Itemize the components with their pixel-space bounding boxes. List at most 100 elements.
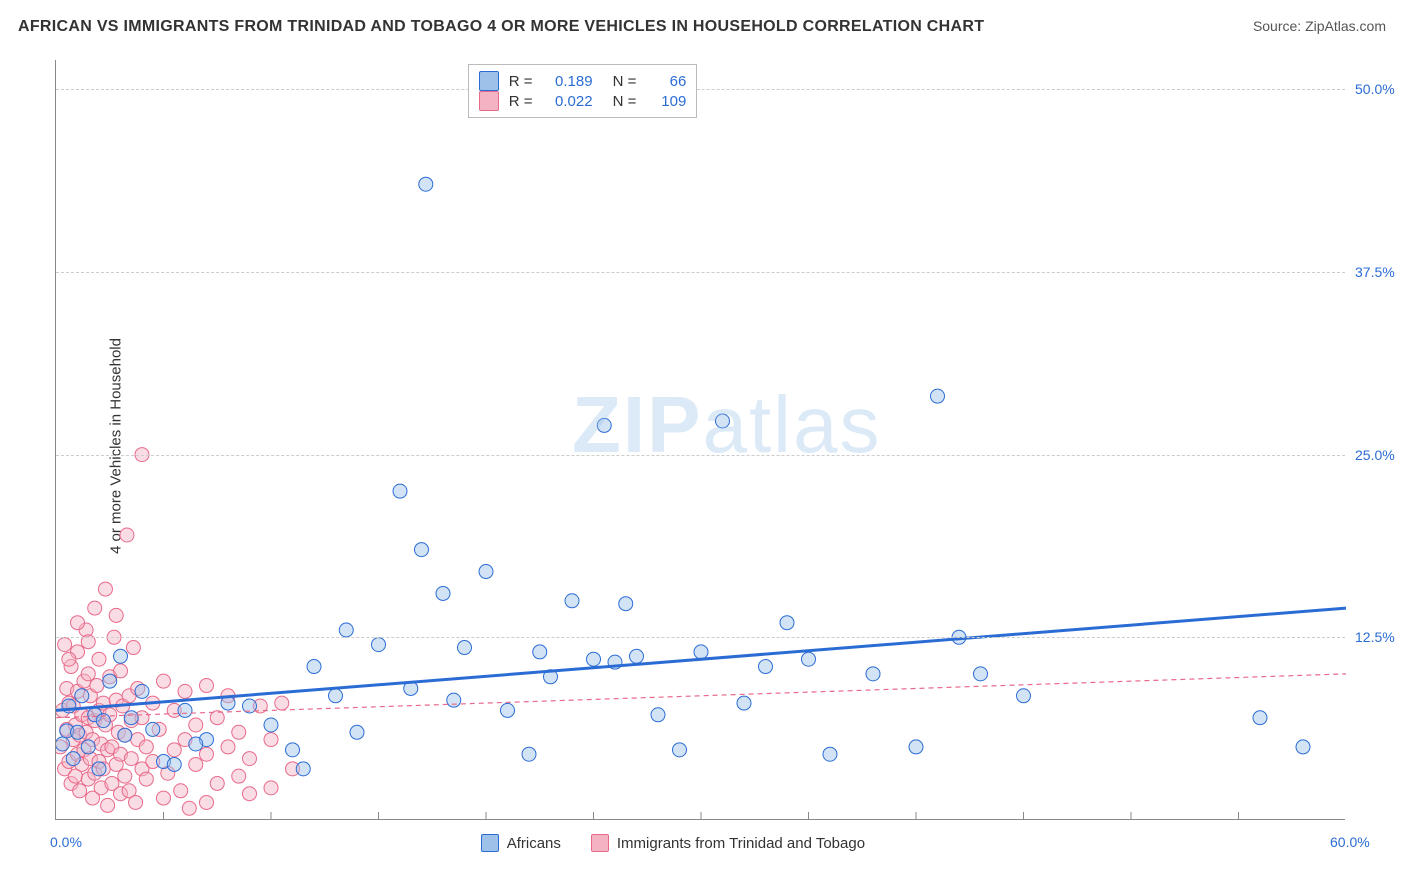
data-point (419, 177, 433, 191)
data-point (139, 740, 153, 754)
data-point (60, 722, 74, 736)
correlation-chart: AFRICAN VS IMMIGRANTS FROM TRINIDAD AND … (0, 0, 1406, 892)
data-point (75, 757, 89, 771)
data-point (120, 528, 134, 542)
data-point (96, 714, 110, 728)
data-point (81, 740, 95, 754)
data-point (88, 708, 102, 722)
data-point (221, 689, 235, 703)
data-point (415, 543, 429, 557)
data-point (458, 641, 472, 655)
y-tick-label: 12.5% (1355, 629, 1395, 645)
data-point (673, 743, 687, 757)
data-point (533, 645, 547, 659)
data-point (630, 649, 644, 663)
data-point (232, 769, 246, 783)
data-point (931, 389, 945, 403)
data-point (88, 601, 102, 615)
data-point (243, 699, 257, 713)
legend-item: Immigrants from Trinidad and Tobago (591, 834, 865, 852)
data-point (101, 743, 115, 757)
data-point (77, 743, 91, 757)
legend-label: Immigrants from Trinidad and Tobago (617, 835, 865, 852)
data-point (157, 791, 171, 805)
data-point (694, 645, 708, 659)
data-point (79, 725, 93, 739)
data-point (58, 762, 72, 776)
data-point (56, 703, 69, 717)
data-point (92, 652, 106, 666)
legend-item: Africans (481, 834, 561, 852)
data-point (232, 725, 246, 739)
data-point (114, 747, 128, 761)
plot-area: ZIPatlas (55, 60, 1345, 820)
data-point (105, 740, 119, 754)
data-point (103, 708, 117, 722)
data-point (253, 699, 267, 713)
data-point (90, 679, 104, 693)
data-point (189, 757, 203, 771)
data-point (126, 641, 140, 655)
data-point (62, 699, 76, 713)
data-point (66, 752, 80, 766)
stat-r-label: R = (509, 73, 533, 90)
data-point (92, 703, 106, 717)
x-axis-max-label: 60.0% (1330, 834, 1370, 850)
data-point (94, 781, 108, 795)
data-point (866, 667, 880, 681)
y-tick-label: 37.5% (1355, 264, 1395, 280)
data-point (68, 718, 82, 732)
data-point (157, 755, 171, 769)
data-point (98, 718, 112, 732)
data-point (200, 733, 214, 747)
data-point (62, 652, 76, 666)
data-point (81, 711, 95, 725)
data-point (118, 769, 132, 783)
data-point (189, 737, 203, 751)
data-point (109, 757, 123, 771)
data-point (109, 693, 123, 707)
legend-bottom: Africans Immigrants from Trinidad and Tob… (481, 834, 865, 852)
data-point (339, 623, 353, 637)
data-point (96, 696, 110, 710)
data-point (178, 703, 192, 717)
data-point (174, 784, 188, 798)
data-point (116, 699, 130, 713)
data-point (200, 795, 214, 809)
data-point (109, 608, 123, 622)
data-point (135, 684, 149, 698)
data-point (178, 684, 192, 698)
legend-label: Africans (507, 835, 561, 852)
data-point (608, 655, 622, 669)
data-point (83, 689, 97, 703)
data-point (135, 711, 149, 725)
data-point (64, 660, 78, 674)
data-point (62, 696, 76, 710)
x-axis-min-label: 0.0% (50, 834, 82, 850)
data-point (66, 699, 80, 713)
data-point (210, 776, 224, 790)
data-point (619, 597, 633, 611)
data-point (157, 674, 171, 688)
trend-line (56, 674, 1346, 718)
data-point (587, 652, 601, 666)
data-point (393, 484, 407, 498)
stat-r-value: 0.022 (543, 93, 593, 110)
data-point (189, 718, 203, 732)
data-point (372, 638, 386, 652)
data-point (909, 740, 923, 754)
data-point (264, 781, 278, 795)
data-point (178, 733, 192, 747)
data-point (780, 616, 794, 630)
data-point (737, 696, 751, 710)
legend-swatch (481, 834, 499, 852)
data-point (286, 762, 300, 776)
data-point (77, 674, 91, 688)
data-point (86, 791, 100, 805)
data-point (83, 752, 97, 766)
data-point (124, 711, 138, 725)
data-point (152, 722, 166, 736)
scatter-svg (56, 60, 1346, 820)
data-point (105, 776, 119, 790)
series-swatch (479, 91, 499, 111)
